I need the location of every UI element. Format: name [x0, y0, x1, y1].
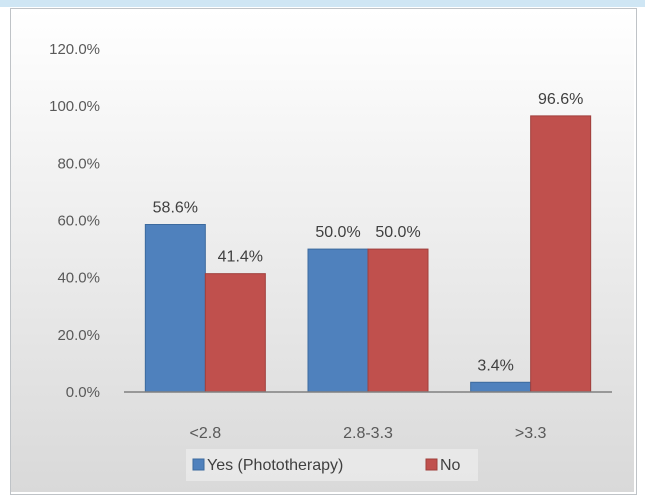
bar-no [204, 273, 266, 393]
y-tick-label: 120.0% [49, 41, 100, 58]
y-tick-label: 60.0% [57, 213, 100, 230]
bar-no [530, 115, 592, 393]
bar-yes [307, 248, 369, 393]
x-tick-label: 2.8-3.3 [343, 425, 393, 442]
x-tick-label: >3.3 [515, 425, 547, 442]
y-tick-label: 80.0% [57, 155, 100, 172]
data-label: 58.6% [153, 200, 198, 217]
data-label: 3.4% [477, 357, 513, 374]
data-label: 50.0% [375, 224, 420, 241]
legend-swatch [425, 458, 438, 471]
legend: Yes (Phototherapy) No [186, 449, 478, 481]
y-tick-label: 0.0% [66, 384, 100, 401]
x-tick-label: <2.8 [190, 425, 222, 442]
data-label: 50.0% [315, 224, 360, 241]
y-tick-label: 20.0% [57, 327, 100, 344]
bar-yes [470, 381, 532, 393]
chart-frame [10, 8, 637, 495]
data-label: 41.4% [218, 249, 263, 266]
y-tick-label: 100.0% [49, 98, 100, 115]
legend-label: Yes (Phototherapy) [207, 457, 343, 474]
y-tick-label: 40.0% [57, 270, 100, 287]
legend-label: No [440, 457, 461, 474]
top-accent-bar [0, 0, 645, 7]
legend-swatch [192, 458, 205, 471]
bar-no [367, 248, 429, 393]
data-label: 96.6% [538, 91, 583, 108]
bar-yes [144, 224, 206, 393]
